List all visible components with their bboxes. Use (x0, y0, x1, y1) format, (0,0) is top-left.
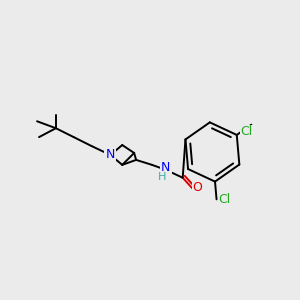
Text: Cl: Cl (218, 193, 231, 206)
Text: N: N (161, 161, 170, 174)
Text: H: H (158, 172, 166, 182)
Text: N: N (106, 148, 115, 161)
Text: Cl: Cl (240, 125, 253, 138)
Text: O: O (193, 181, 202, 194)
